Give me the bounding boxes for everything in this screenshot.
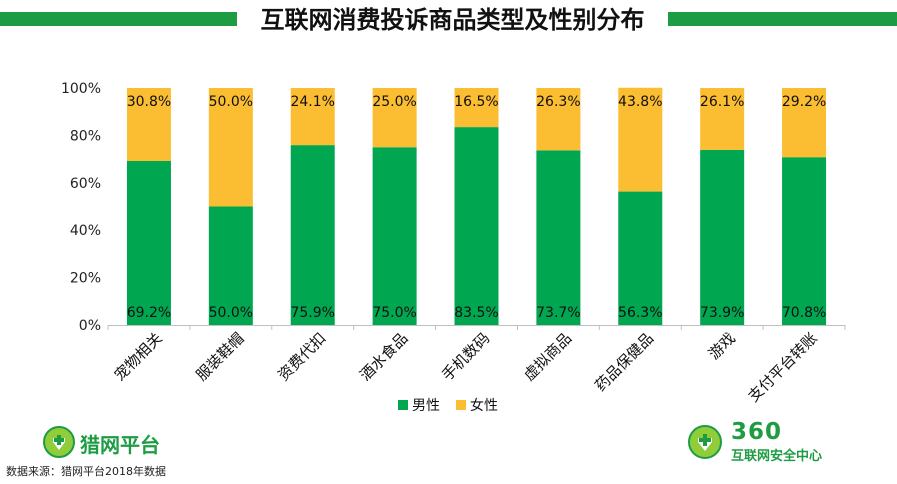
x-category-label: 药品保健品	[591, 329, 657, 395]
bar-segment-male	[536, 150, 581, 325]
data-label-female: 25.0%	[372, 94, 416, 110]
x-category-label: 手机数码	[438, 329, 493, 384]
title-stripe-left	[0, 12, 237, 26]
bar-segment-female	[290, 88, 335, 146]
bar-segment-female	[126, 88, 171, 161]
data-label-female: 29.2%	[782, 94, 826, 110]
right-logo-text: 互联网安全中心	[731, 449, 823, 464]
right-logo-number: 360	[731, 419, 783, 445]
chart-title: 互联网消费投诉商品类型及性别分布	[260, 6, 645, 34]
data-source: 数据来源：猎网平台2018年数据	[6, 465, 166, 478]
shield-icon	[688, 425, 722, 459]
data-label-male: 56.3%	[618, 305, 662, 321]
bar-segment-male	[372, 147, 417, 325]
y-tick-label: 100%	[61, 81, 101, 97]
legend-swatch-male	[398, 400, 408, 410]
legend-swatch-female	[456, 400, 466, 410]
bar-segment-male	[700, 149, 745, 325]
title-stripe-right	[668, 12, 897, 26]
data-label-male: 73.7%	[536, 305, 580, 321]
data-label-female: 30.8%	[127, 94, 171, 110]
bar-segment-male	[782, 157, 827, 325]
bar-segment-female	[372, 88, 417, 148]
x-category-label: 酒水食品	[356, 329, 411, 384]
bar-segment-male	[454, 127, 499, 325]
x-category-label: 服装鞋帽	[192, 329, 247, 384]
bar-segment-male	[618, 191, 663, 325]
y-tick-label: 60%	[70, 176, 101, 192]
bar-segment-male	[290, 145, 335, 325]
bar-segment-male	[208, 206, 253, 325]
y-tick-label: 0%	[79, 318, 101, 334]
data-label-male: 50.0%	[209, 305, 253, 321]
left-logo-text: 猎网平台	[80, 433, 160, 457]
data-label-female: 50.0%	[209, 94, 253, 110]
bar-segment-female	[536, 88, 581, 151]
x-category-label: 宠物相关	[111, 329, 166, 384]
bar-segment-female	[454, 88, 499, 128]
lie-wang-logo: 猎网平台	[42, 425, 202, 459]
data-label-male: 75.0%	[372, 305, 416, 321]
x-category-label: 游戏	[705, 329, 739, 363]
bar-segment-female	[618, 87, 663, 192]
bar-segment-female	[782, 88, 827, 158]
y-tick-label: 80%	[70, 128, 101, 144]
data-label-female: 26.3%	[536, 94, 580, 110]
bar-segment-male	[126, 160, 171, 325]
shield-icon	[43, 426, 75, 458]
data-label-female: 24.1%	[290, 94, 334, 110]
data-label-male: 83.5%	[454, 305, 498, 321]
bar-segment-female	[208, 88, 253, 207]
data-label-female: 16.5%	[454, 94, 498, 110]
y-tick-label: 40%	[70, 223, 101, 239]
data-label-male: 70.8%	[782, 305, 826, 321]
x-category-label: 资费代扣	[274, 329, 329, 384]
360-security-logo: 360 互联网安全中心	[687, 419, 887, 465]
legend-label-female: 女性	[470, 397, 498, 414]
data-label-female: 26.1%	[700, 94, 744, 110]
title-bar: 互联网消费投诉商品类型及性别分布	[0, 0, 897, 44]
legend-label-male: 男性	[412, 398, 440, 414]
x-category-label: 支付平台转账	[745, 329, 821, 405]
bar-segment-female	[700, 88, 745, 150]
data-label-male: 73.9%	[700, 305, 744, 321]
data-label-female: 43.8%	[618, 94, 662, 110]
x-category-label: 虚拟商品	[520, 329, 575, 384]
data-label-male: 75.9%	[290, 305, 334, 321]
data-label-male: 69.2%	[127, 305, 171, 321]
y-tick-label: 20%	[70, 271, 101, 287]
